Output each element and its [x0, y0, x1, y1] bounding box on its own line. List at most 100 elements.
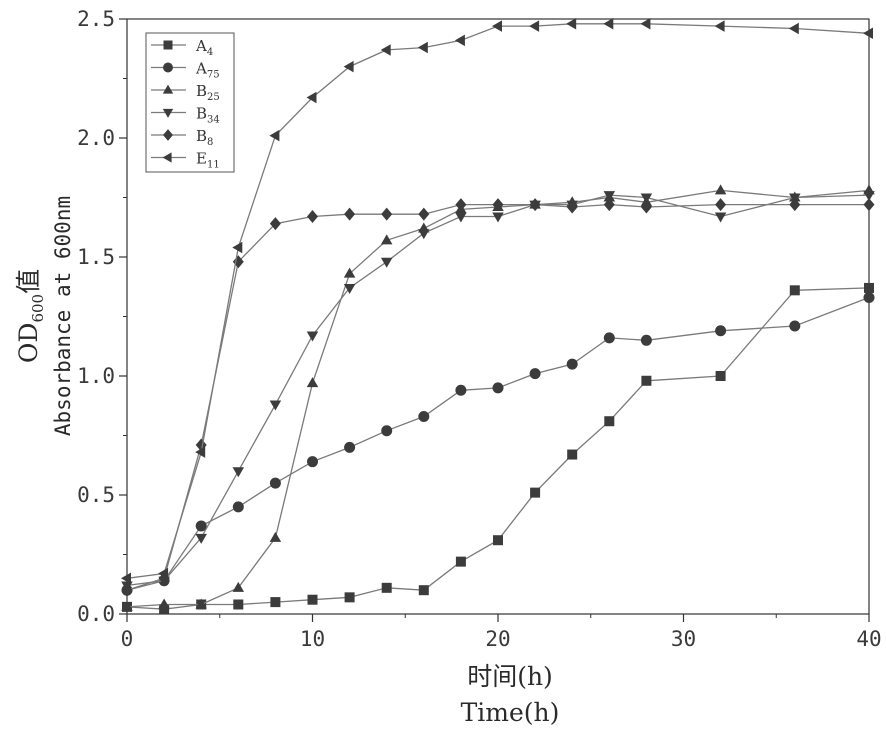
data-point: [344, 207, 356, 221]
data-point: [492, 20, 502, 32]
data-point: [159, 604, 170, 615]
data-point: [492, 212, 504, 223]
data-point: [640, 193, 653, 204]
data-point: [232, 467, 245, 478]
data-point: [566, 18, 577, 30]
data-point: [492, 382, 504, 394]
y-axis-label-english: Absorbance at 600nm: [51, 196, 75, 436]
legend-label-base: A: [195, 37, 207, 55]
data-point: [306, 377, 319, 388]
series-B34: [121, 191, 875, 592]
legend-marker: [162, 152, 172, 163]
data-point: [380, 257, 393, 268]
data-point: [195, 520, 207, 532]
data-point: [158, 598, 170, 609]
data-point: [715, 325, 727, 337]
data-point: [603, 198, 615, 212]
plot-border: [126, 18, 870, 615]
data-point: [343, 60, 354, 73]
legend-label: A4: [195, 37, 213, 58]
y-tick-label: 1.0: [77, 364, 115, 388]
data-point: [306, 91, 317, 104]
data-point: [269, 129, 280, 142]
data-point: [269, 400, 282, 411]
legend-label-base: A: [195, 60, 207, 78]
legend-entry: B25: [151, 82, 220, 103]
data-point: [158, 567, 169, 580]
data-point: [715, 198, 727, 212]
y-axis-label-base: OD: [14, 323, 43, 364]
data-point: [307, 456, 318, 468]
series-line: [126, 296, 870, 591]
data-point: [195, 598, 207, 609]
series-line: [126, 203, 869, 591]
series-layer: [121, 18, 875, 615]
data-point: [714, 212, 727, 223]
data-point: [343, 267, 356, 278]
legend-marker: [162, 108, 174, 118]
legend-label: A75: [195, 60, 220, 81]
data-point: [454, 34, 465, 47]
series-E11: [121, 18, 873, 585]
data-point: [789, 285, 800, 296]
data-point: [567, 449, 578, 460]
data-point: [566, 200, 578, 214]
series-A75: [121, 291, 875, 596]
data-point: [195, 533, 207, 544]
data-point: [270, 597, 281, 608]
plot-area: [126, 18, 870, 615]
data-point: [789, 320, 801, 332]
data-point: [418, 207, 430, 221]
data-point: [603, 191, 616, 202]
data-point: [343, 283, 356, 294]
legend-label: B25: [196, 82, 220, 103]
data-point: [121, 572, 131, 585]
legend-entry: B34: [151, 105, 220, 126]
data-point: [714, 184, 727, 195]
data-point: [530, 487, 541, 498]
x-tick-label: 30: [671, 627, 696, 651]
legend-label: E11: [196, 150, 220, 171]
series-line: [126, 194, 870, 587]
data-point: [307, 594, 318, 605]
data-point: [863, 191, 875, 202]
legend-label-base: E: [196, 150, 207, 168]
legend-entry: A75: [151, 60, 220, 81]
data-point: [863, 198, 875, 212]
x-axis: 0 10 20 30 40: [121, 614, 882, 651]
data-point: [455, 556, 466, 567]
legend-label-subscript: 34: [207, 115, 220, 126]
data-point: [566, 358, 578, 370]
data-point: [455, 212, 467, 223]
data-point: [418, 229, 430, 240]
y-tick-label: 0.0: [77, 602, 115, 626]
data-point: [269, 477, 281, 489]
data-point: [269, 217, 281, 231]
data-point: [121, 583, 133, 597]
data-point: [788, 22, 799, 35]
data-point: [493, 535, 503, 546]
y-axis-label-suffix: 值: [14, 269, 43, 294]
legend-label-subscript: 11: [207, 160, 220, 171]
data-point: [380, 234, 393, 245]
x-tick-label: 40: [856, 627, 881, 651]
data-point: [381, 425, 393, 437]
data-point: [604, 416, 615, 427]
data-point: [715, 371, 726, 381]
legend-label-subscript: 8: [207, 137, 213, 148]
legend-label-subscript: 4: [207, 47, 213, 58]
legend-marker: [163, 62, 173, 73]
data-point: [864, 282, 874, 293]
series-A4: [122, 282, 874, 615]
data-point: [195, 446, 206, 458]
y-tick-label: 2.0: [77, 126, 115, 150]
data-point: [307, 210, 318, 224]
x-tick-label: 20: [485, 627, 510, 651]
y-axis-label-subscript: 600: [29, 294, 47, 323]
data-point: [344, 441, 356, 453]
legend-entry: E11: [151, 150, 220, 171]
data-point: [714, 20, 725, 32]
legend-label-subscript: 75: [207, 70, 220, 81]
